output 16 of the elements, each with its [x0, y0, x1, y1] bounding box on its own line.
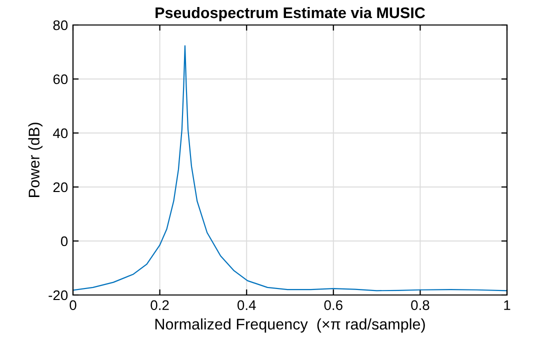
x-tick-label: 0.4 — [237, 300, 256, 310]
line-series — [73, 45, 507, 292]
y-tick-label: 20 — [53, 182, 68, 192]
y-tick-label: 0 — [60, 236, 68, 246]
y-tick-label: 80 — [53, 20, 68, 30]
y-axis-title: Power (dB) — [28, 122, 43, 197]
x-axis-title: Normalized Frequency (×π rad/sample) — [155, 318, 425, 333]
chart-title: Pseudospectrum Estimate via MUSIC — [156, 6, 426, 22]
x-tick-label: 0.8 — [411, 300, 430, 310]
x-tick-label: 0.6 — [324, 300, 342, 310]
y-tick-label: 60 — [53, 74, 68, 84]
y-tick-label: 40 — [53, 128, 68, 138]
x-tick-label: 0.2 — [150, 300, 169, 310]
y-tick-label: -20 — [48, 290, 68, 300]
x-tick-label: 1 — [504, 300, 510, 310]
x-tick-label: 0 — [70, 300, 76, 310]
